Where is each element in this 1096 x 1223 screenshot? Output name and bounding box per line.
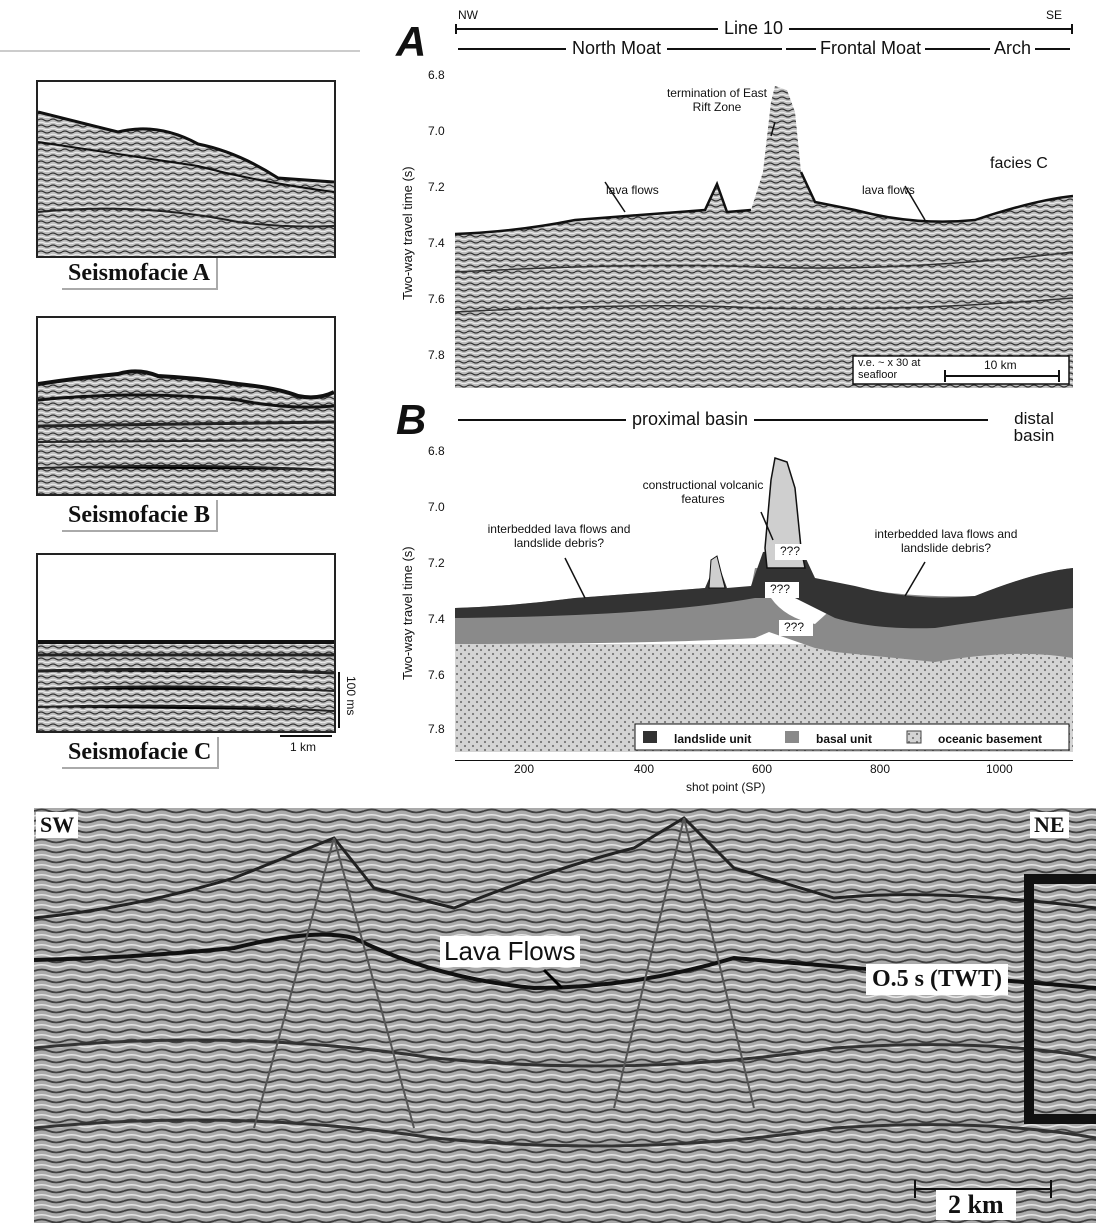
- seismofacie-c-label: Seismofacie C: [62, 737, 220, 769]
- se-label: SE: [1046, 8, 1063, 22]
- panel-b-ylabel: Two-way travel time (s): [400, 546, 415, 680]
- question-mark-3: ???: [784, 620, 805, 634]
- a-ytick: 7.4: [428, 236, 445, 250]
- b-xtick: 400: [634, 762, 655, 776]
- legend-landslide: landslide unit: [674, 732, 752, 746]
- a-scale-label: 10 km: [984, 358, 1017, 372]
- b-ytick: 7.6: [428, 668, 445, 682]
- vertical-scale-label: 100 ms: [344, 676, 358, 716]
- seismofacie-c-image: [36, 553, 336, 733]
- annotation-left-debris: interbedded lava flows and landslide deb…: [487, 522, 631, 550]
- b-xtick: 600: [752, 762, 773, 776]
- horizontal-scale-label: 1 km: [290, 740, 317, 754]
- annotation-lava-flows-1: lava flows: [606, 183, 659, 197]
- b-ytick: 7.0: [428, 500, 445, 514]
- distal-basin-label: distal basin: [1013, 409, 1055, 445]
- sw-label: SW: [36, 812, 79, 838]
- panel-a-ylabel: Two-way travel time (s): [400, 166, 415, 300]
- a-ytick: 7.2: [428, 180, 445, 194]
- seismofacie-b-label: Seismofacie B: [62, 500, 218, 532]
- twt-label: O.5 s (TWT): [866, 964, 1009, 995]
- arch-label: Arch: [990, 38, 1036, 59]
- panel-a-letter: A: [396, 18, 427, 65]
- top-divider: [0, 50, 360, 52]
- lava-flows-label: Lava Flows: [440, 936, 580, 967]
- line-10-label: Line 10: [718, 18, 790, 39]
- legend-basal: basal unit: [816, 732, 873, 746]
- ne-label: NE: [1030, 812, 1069, 838]
- line-10-right-cap: [1071, 24, 1073, 34]
- annotation-facies-c: facies C: [990, 155, 1048, 172]
- vertical-scale-bar: [338, 672, 340, 728]
- panel-b-section: [455, 457, 1073, 752]
- a-ytick: 7.0: [428, 124, 445, 138]
- bottom-seismic-image: [34, 808, 1096, 1223]
- b-xtick: 800: [870, 762, 891, 776]
- b-ytick: 7.4: [428, 612, 445, 626]
- annotation-termination: termination of East Rift Zone: [666, 86, 768, 114]
- a-ytick: 7.6: [428, 292, 445, 306]
- horizontal-scale-bar: [280, 735, 332, 737]
- frontal-moat-label: Frontal Moat: [816, 38, 926, 59]
- a-ytick: 6.8: [428, 68, 445, 82]
- nw-label: NW: [458, 8, 478, 22]
- panel-b-letter: B: [396, 396, 427, 443]
- b-xlabel: shot point (SP): [686, 780, 766, 794]
- annotation-constructional: constructional volcanic features: [642, 478, 764, 506]
- seismofacie-a-image: [36, 80, 336, 258]
- seismofacie-b-image: [36, 316, 336, 496]
- b-xtick: 200: [514, 762, 535, 776]
- b-ytick: 7.8: [428, 722, 445, 736]
- x-axis: [455, 760, 1073, 761]
- b-ytick: 7.2: [428, 556, 445, 570]
- b-xtick: 1000: [986, 762, 1013, 776]
- seismofacie-a-label: Seismofacie A: [62, 258, 218, 290]
- panel-a-section: [455, 86, 1073, 388]
- frontal-arch-arrow: [786, 48, 1070, 50]
- b-ytick: 6.8: [428, 444, 445, 458]
- annotation-lava-flows-2: lava flows: [862, 183, 915, 197]
- question-mark-2: ???: [770, 582, 791, 596]
- north-moat-label: North Moat: [566, 38, 668, 59]
- proximal-basin-label: proximal basin: [626, 409, 755, 430]
- a-ytick: 7.8: [428, 348, 445, 362]
- question-mark-1: ???: [780, 544, 801, 558]
- line-10-left-cap: [455, 24, 457, 34]
- bottom-scale-label: 2 km: [936, 1190, 1016, 1220]
- ve-label: v.e. ~ x 30 at seafloor: [858, 357, 921, 381]
- legend-basement: oceanic basement: [938, 732, 1043, 746]
- annotation-right-debris: interbedded lava flows and landslide deb…: [874, 527, 1018, 555]
